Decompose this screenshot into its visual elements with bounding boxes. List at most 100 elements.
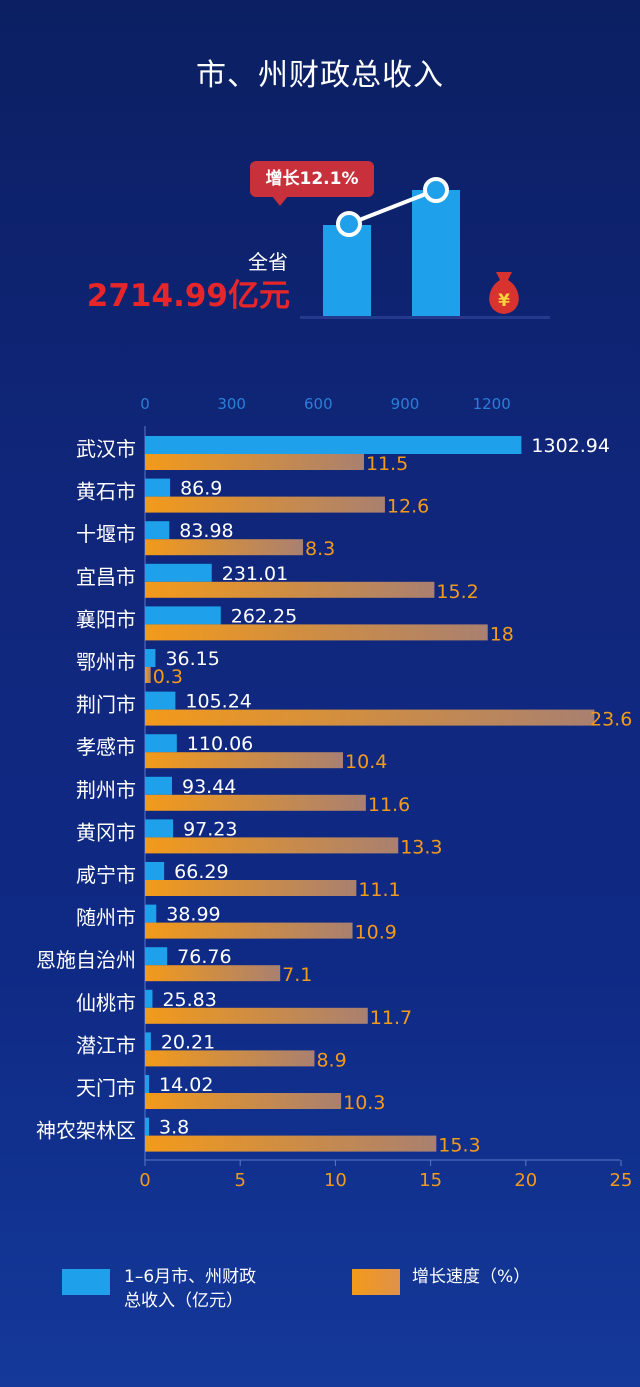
top-axis-tick-label: 1200 bbox=[473, 395, 511, 413]
growth-bar bbox=[145, 922, 353, 939]
revenue-data-label: 14.02 bbox=[159, 1074, 213, 1096]
growth-bar bbox=[145, 794, 366, 811]
bottom-axis-tick-label: 5 bbox=[234, 1170, 245, 1191]
category-label: 仙桃市 bbox=[76, 991, 136, 1015]
growth-bar bbox=[145, 752, 344, 769]
revenue-data-label: 83.98 bbox=[179, 520, 233, 542]
revenue-data-label: 38.99 bbox=[166, 904, 220, 926]
revenue-data-label: 25.83 bbox=[162, 989, 216, 1011]
growth-badge: 增长12.1% bbox=[250, 161, 374, 206]
revenue-data-label: 110.06 bbox=[187, 733, 253, 755]
growth-data-label: 0.3 bbox=[153, 666, 183, 688]
top-axis-tick-label: 300 bbox=[217, 395, 246, 413]
revenue-bar bbox=[145, 436, 522, 454]
growth-data-label: 11.5 bbox=[366, 453, 408, 475]
category-label: 天门市 bbox=[76, 1076, 136, 1100]
growth-bar bbox=[145, 965, 281, 982]
growth-data-label: 23.6 bbox=[590, 709, 632, 731]
bottom-axis-tick-label: 15 bbox=[419, 1170, 442, 1191]
bottom-axis-tick-label: 0 bbox=[139, 1170, 150, 1191]
legend-label-revenue: 1–6月市、州财政 总收入（亿元） bbox=[124, 1265, 324, 1313]
revenue-data-label: 1302.94 bbox=[531, 435, 610, 457]
category-label: 荆州市 bbox=[76, 778, 136, 802]
category-label: 随州市 bbox=[76, 906, 136, 930]
category-label: 神农架林区 bbox=[36, 1119, 136, 1143]
page-title: 市、州财政总收入 bbox=[196, 58, 444, 93]
legend-label-revenue-line1: 1–6月市、州财政 bbox=[124, 1267, 257, 1287]
revenue-data-label: 262.25 bbox=[231, 605, 297, 627]
growth-bar bbox=[145, 454, 364, 470]
money-bag-icon: ¥ bbox=[489, 272, 519, 314]
revenue-data-label: 76.76 bbox=[177, 946, 231, 968]
growth-data-label: 7.1 bbox=[282, 964, 312, 986]
revenue-data-label: 97.23 bbox=[183, 818, 237, 840]
top-axis-tick-label: 600 bbox=[304, 395, 333, 413]
revenue-bar bbox=[145, 521, 170, 540]
growth-data-label: 15.2 bbox=[436, 581, 478, 603]
category-label: 孝感市 bbox=[76, 735, 136, 759]
revenue-bar bbox=[145, 776, 172, 795]
growth-bar bbox=[145, 1050, 315, 1067]
revenue-bar bbox=[145, 649, 156, 667]
bottom-axis-tick-label: 20 bbox=[514, 1170, 537, 1191]
illustration-baseline bbox=[300, 316, 550, 319]
growth-bar bbox=[145, 1007, 368, 1024]
growth-bar bbox=[145, 837, 399, 854]
growth-data-label: 18 bbox=[490, 623, 514, 645]
growth-bar bbox=[145, 581, 435, 598]
category-label: 武汉市 bbox=[76, 437, 136, 461]
category-label: 襄阳市 bbox=[76, 607, 136, 631]
growth-data-label: 13.3 bbox=[400, 836, 442, 858]
bar-chart: 0 300 600 900 1200 0 5 10 15 20 25 武汉市 1302.94 11.5 黄石… bbox=[36, 395, 632, 1191]
illustration-bar-previous bbox=[323, 225, 371, 317]
category-label: 黄冈市 bbox=[76, 820, 136, 844]
legend-swatch-revenue bbox=[62, 1269, 110, 1295]
revenue-bar bbox=[145, 478, 171, 497]
top-axis-tick-label: 900 bbox=[391, 395, 420, 413]
category-label: 宜昌市 bbox=[76, 565, 136, 589]
category-label: 鄂州市 bbox=[76, 650, 136, 674]
svg-text:¥: ¥ bbox=[498, 291, 510, 311]
legend-label-revenue-line2: 总收入（亿元） bbox=[124, 1291, 243, 1311]
legend: 1–6月市、州财政 总收入（亿元） 增长速度（%） bbox=[0, 1260, 640, 1320]
growth-data-label: 10.4 bbox=[345, 751, 387, 773]
province-label: 全省 bbox=[248, 250, 288, 274]
growth-bar bbox=[145, 539, 304, 556]
growth-bar bbox=[145, 1135, 437, 1152]
revenue-bar bbox=[145, 947, 168, 966]
revenue-bar bbox=[145, 1075, 150, 1093]
revenue-bar bbox=[145, 734, 177, 753]
revenue-bar bbox=[145, 691, 176, 710]
growth-bar bbox=[145, 880, 357, 896]
legend-swatch-growth bbox=[352, 1269, 400, 1295]
revenue-data-label: 93.44 bbox=[182, 776, 236, 798]
province-total: 2714.99亿元 bbox=[86, 278, 290, 314]
growth-data-label: 10.9 bbox=[355, 922, 397, 944]
revenue-bar bbox=[145, 862, 165, 880]
growth-bar bbox=[145, 667, 151, 683]
revenue-data-label: 231.01 bbox=[222, 563, 288, 585]
category-label: 黄石市 bbox=[76, 480, 136, 504]
growth-data-label: 12.6 bbox=[387, 496, 429, 518]
growth-bar bbox=[145, 709, 595, 726]
growth-data-label: 8.9 bbox=[316, 1049, 346, 1071]
revenue-data-label: 105.24 bbox=[185, 691, 251, 713]
revenue-bar bbox=[145, 563, 212, 582]
category-label: 荆门市 bbox=[76, 693, 136, 717]
category-label: 潜江市 bbox=[76, 1033, 136, 1057]
growth-bar bbox=[145, 624, 488, 641]
growth-data-label: 11.1 bbox=[358, 879, 400, 901]
revenue-data-label: 3.8 bbox=[159, 1117, 189, 1139]
revenue-data-label: 66.29 bbox=[174, 861, 228, 883]
revenue-bar bbox=[145, 606, 221, 625]
growth-bar bbox=[145, 496, 385, 513]
growth-data-label: 10.3 bbox=[343, 1092, 385, 1114]
summary-illustration bbox=[0, 150, 640, 330]
category-label: 咸宁市 bbox=[76, 863, 136, 887]
legend-label-growth: 增长速度（%） bbox=[412, 1267, 531, 1287]
revenue-bar bbox=[145, 1117, 149, 1136]
growth-data-label: 15.3 bbox=[438, 1135, 480, 1157]
illustration-bar-current bbox=[412, 190, 460, 317]
growth-data-label: 8.3 bbox=[305, 538, 335, 560]
top-axis-tick-label: 0 bbox=[140, 395, 150, 413]
